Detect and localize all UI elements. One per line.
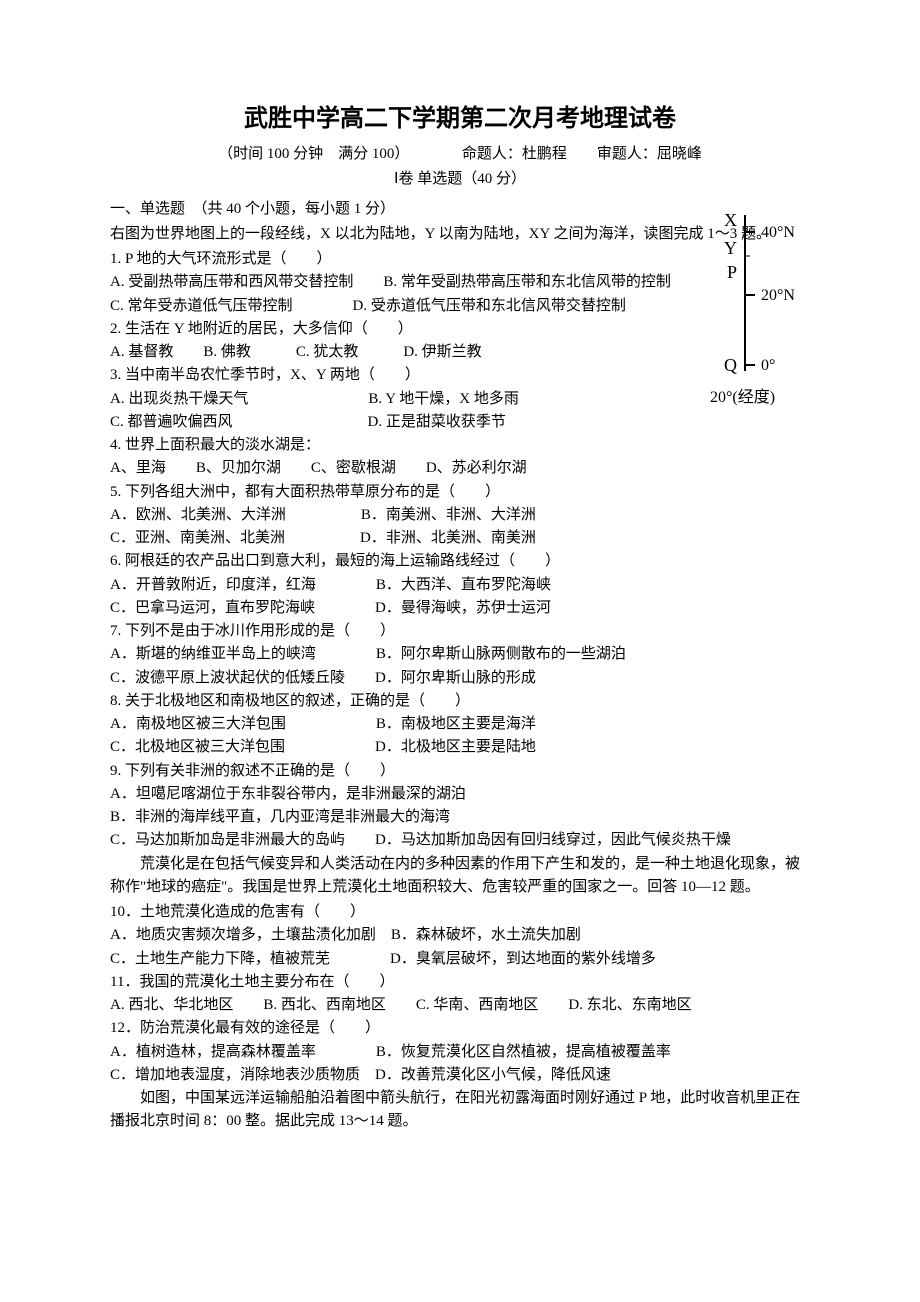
q6-options-cd: C．巴拿马运河，直布罗陀海峡 D．曼得海峡，苏伊士运河 (110, 597, 810, 620)
question-9: 9. 下列有关非洲的叙述不正确的是（ ） (110, 760, 810, 783)
q7-options-cd: C．波德平原上波状起伏的低矮丘陵 D．阿尔卑斯山脉的形成 (110, 667, 810, 690)
svg-text:20°N: 20°N (761, 287, 795, 304)
section-1-header: Ⅰ卷 单选题（40 分） (110, 168, 810, 191)
q5-options-ab: A．欧洲、北美洲、大洋洲 B．南美洲、非洲、大洋洲 (110, 504, 810, 527)
q4-options: A、里海 B、贝加尔湖 C、密歇根湖 D、苏必利尔湖 (110, 457, 810, 480)
q11-options: A. 西北、华北地区 B. 西北、西南地区 C. 华南、西南地区 D. 东北、东… (110, 994, 810, 1017)
context-q13-14: 如图，中国某远洋运输船舶沿着图中箭头航行，在阳光初露海面时刚好通过 P 地，此时… (110, 1087, 810, 1134)
svg-text:Q: Q (724, 355, 737, 375)
q6-options-ab: A．开普敦附近，印度洋，红海 B．大西洋、直布罗陀海峡 (110, 574, 810, 597)
time-score: （时间 100 分钟 满分 100） (218, 146, 409, 162)
q9-options-cd: C．马达加斯加岛是非洲最大的岛屿 D．马达加斯加岛因有回归线穿过，因此气候炎热干… (110, 829, 810, 852)
meridian-diagram: XYP Q 40°N 20°N 0° 20°(经度) (700, 200, 840, 420)
q9-option-a: A．坦噶尼喀湖位于东非裂谷带内，是非洲最深的湖泊 (110, 783, 810, 806)
question-11: 11．我国的荒漠化土地主要分布在（ ） (110, 971, 810, 994)
question-8: 8. 关于北极地区和南极地区的叙述，正确的是（ ） (110, 690, 810, 713)
q12-options-cd: C．增加地表湿度，消除地表沙质物质 D．改善荒漠化区小气候，降低风速 (110, 1064, 810, 1087)
exam-title: 武胜中学高二下学期第二次月考地理试卷 (110, 100, 810, 137)
svg-text:40°N: 40°N (761, 224, 795, 241)
question-4: 4. 世界上面积最大的淡水湖是： (110, 434, 810, 457)
question-10: 10．土地荒漠化造成的危害有（ ） (110, 901, 810, 924)
svg-text:Y: Y (724, 238, 737, 258)
svg-text:X: X (724, 210, 737, 230)
question-5: 5. 下列各组大洲中，都有大面积热带草原分布的是（ ） (110, 481, 810, 504)
q8-options-ab: A．南极地区被三大洋包围 B．南极地区主要是海洋 (110, 713, 810, 736)
q10-options-ab: A．地质灾害频次增多，土壤盐渍化加剧 B．森林破坏，水土流失加剧 (110, 924, 810, 947)
q9-option-b: B．非洲的海岸线平直，几内亚湾是非洲最大的海湾 (110, 806, 810, 829)
exam-meta: （时间 100 分钟 满分 100） 命题人：杜鹏程 审题人：屈晓峰 (110, 143, 810, 166)
q12-options-ab: A．植树造林，提高森林覆盖率 B．恢复荒漠化区自然植被，提高植被覆盖率 (110, 1041, 810, 1064)
svg-text:0°: 0° (761, 357, 775, 374)
question-6: 6. 阿根廷的农产品出口到意大利，最短的海上运输路线经过（ ） (110, 550, 810, 573)
question-12: 12．防治荒漠化最有效的途径是（ ） (110, 1017, 810, 1040)
question-7: 7. 下列不是由于冰川作用形成的是（ ） (110, 620, 810, 643)
context-q10-12: 荒漠化是在包括气候变异和人类活动在内的多种因素的作用下产生和发的，是一种土地退化… (110, 853, 810, 900)
authors: 命题人：杜鹏程 审题人：屈晓峰 (462, 146, 702, 162)
svg-text:20°(经度): 20°(经度) (710, 388, 775, 406)
q8-options-cd: C．北极地区被三大洋包围 D．北极地区主要是陆地 (110, 736, 810, 759)
svg-text:P: P (727, 262, 737, 282)
q7-options-ab: A．斯堪的纳维亚半岛上的峡湾 B．阿尔卑斯山脉两侧散布的一些湖泊 (110, 643, 810, 666)
q10-options-cd: C．土地生产能力下降，植被荒芜 D．臭氧层破坏，到达地面的紫外线增多 (110, 948, 810, 971)
q5-options-cd: C．亚洲、南美洲、北美洲 D．非洲、北美洲、南美洲 (110, 527, 810, 550)
